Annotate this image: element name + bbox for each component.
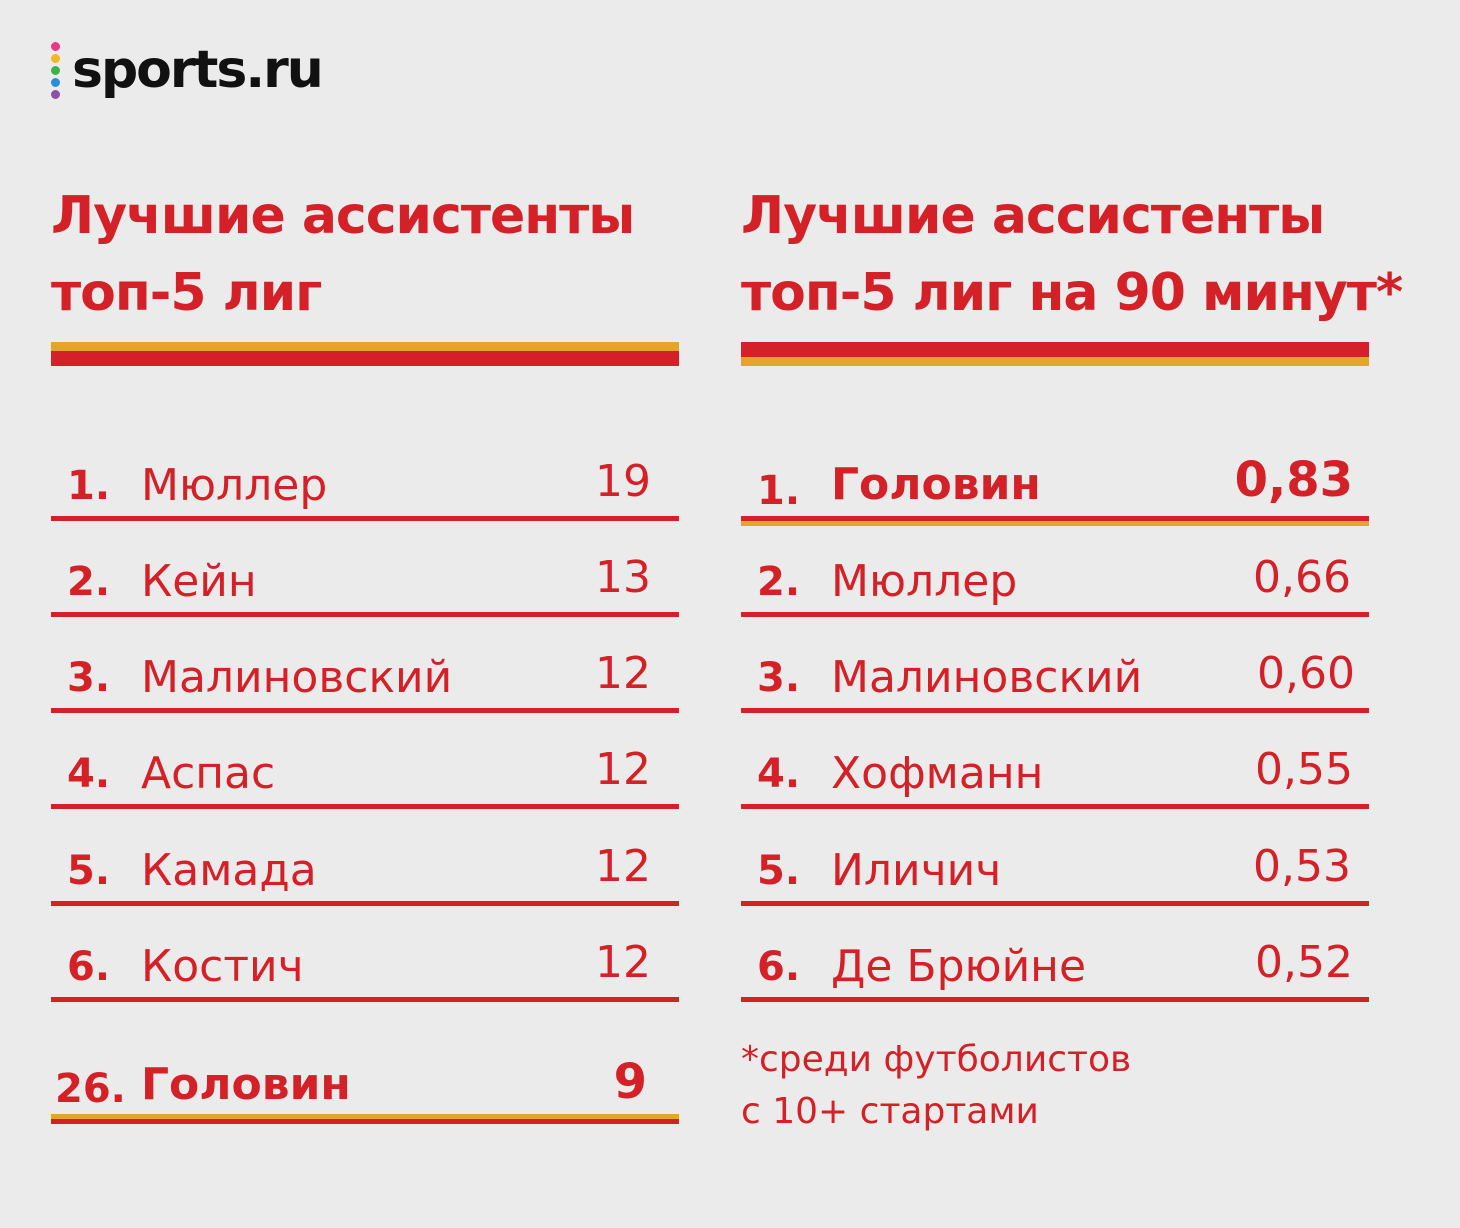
row-rank: 3. — [67, 655, 111, 701]
right-row: 3. Малиновский 0,60 — [741, 648, 1369, 713]
row-value: 0,83 — [1234, 452, 1353, 508]
footnote: *среди футболистов с 10+ стартами — [741, 1034, 1131, 1138]
right-row: 1. Головин 0,83 — [741, 452, 1369, 526]
row-name: Мюллер — [141, 460, 328, 511]
left-row: 2. Кейн 13 — [51, 552, 679, 617]
row-rank: 1. — [757, 468, 801, 514]
row-rank: 1. — [67, 463, 111, 509]
row-divider — [741, 997, 1369, 1002]
left-row: 6. Костич 12 — [51, 937, 679, 1002]
right-row: 5. Иличич 0,53 — [741, 841, 1369, 906]
left-row: 4. Аспас 12 — [51, 744, 679, 809]
right-row: 2. Мюллер 0,66 — [741, 552, 1369, 617]
right-title-divider — [741, 342, 1369, 366]
row-value: 12 — [595, 841, 651, 892]
left-row: 1. Мюллер 19 — [51, 456, 679, 521]
row-name: Костич — [141, 941, 304, 992]
row-divider — [51, 708, 679, 713]
row-name: Мюллер — [831, 556, 1018, 607]
row-value: 0,52 — [1255, 937, 1353, 988]
right-ranking: Лучшие ассистенты топ-5 лиг на 90 минут*… — [741, 0, 1403, 1228]
row-value: 0,53 — [1253, 841, 1351, 892]
row-rank: 2. — [67, 559, 111, 605]
row-divider — [51, 901, 679, 906]
left-ranking: Лучшие ассистенты топ-5 лиг 1. Мюллер 19… — [51, 0, 679, 1228]
row-divider — [741, 804, 1369, 809]
row-rank: 4. — [67, 751, 111, 797]
row-name: Кейн — [141, 556, 257, 607]
left-title-line2: топ-5 лиг — [51, 263, 322, 323]
row-divider — [51, 612, 679, 617]
row-rank: 3. — [757, 655, 801, 701]
row-value: 12 — [595, 937, 651, 988]
row-rank: 2. — [757, 559, 801, 605]
row-value: 9 — [613, 1054, 647, 1110]
right-row: 6. Де Брюйне 0,52 — [741, 937, 1369, 1002]
row-rank: 26. — [55, 1066, 126, 1112]
row-divider — [741, 901, 1369, 906]
left-row: 3. Малиновский 12 — [51, 648, 679, 713]
right-title: Лучшие ассистенты топ-5 лиг на 90 минут* — [741, 178, 1403, 332]
row-name: Малиновский — [831, 652, 1143, 703]
row-value: 0,60 — [1257, 648, 1355, 699]
left-highlight-row: 26. Головин 9 — [51, 1054, 679, 1124]
row-value: 0,66 — [1253, 552, 1351, 603]
row-divider — [51, 997, 679, 1002]
row-name: Хофманн — [831, 748, 1044, 799]
footnote-line1: *среди футболистов — [741, 1039, 1132, 1080]
right-row: 4. Хофманн 0,55 — [741, 744, 1369, 809]
row-divider — [51, 1114, 679, 1124]
row-value: 19 — [595, 456, 651, 507]
row-rank: 4. — [757, 751, 801, 797]
row-name: Малиновский — [141, 652, 453, 703]
logo-text: sports.ru — [72, 40, 324, 100]
row-name: Иличич — [831, 845, 1002, 896]
row-name: Головин — [831, 459, 1041, 510]
row-rank: 5. — [67, 848, 111, 894]
left-title: Лучшие ассистенты топ-5 лиг — [51, 178, 711, 332]
footnote-line2: с 10+ стартами — [741, 1091, 1039, 1132]
row-divider — [741, 708, 1369, 713]
row-name: Аспас — [141, 748, 276, 799]
row-rank: 6. — [757, 944, 801, 990]
left-title-line1: Лучшие ассистенты — [51, 186, 635, 246]
right-title-line2: топ-5 лиг на 90 минут* — [741, 263, 1403, 323]
row-value: 13 — [595, 552, 651, 603]
row-value: 12 — [595, 744, 651, 795]
row-value: 12 — [595, 648, 651, 699]
row-value: 0,55 — [1255, 744, 1353, 795]
row-divider — [741, 516, 1369, 526]
row-divider — [51, 516, 679, 521]
left-row: 5. Камада 12 — [51, 841, 679, 906]
left-title-divider — [51, 342, 679, 366]
row-divider — [51, 804, 679, 809]
row-name: Де Брюйне — [831, 941, 1087, 992]
row-rank: 5. — [757, 848, 801, 894]
right-title-line1: Лучшие ассистенты — [741, 186, 1325, 246]
logo-dots-icon — [51, 42, 61, 102]
row-name: Головин — [141, 1059, 351, 1110]
row-rank: 6. — [67, 944, 111, 990]
row-divider — [741, 612, 1369, 617]
row-name: Камада — [141, 845, 317, 896]
